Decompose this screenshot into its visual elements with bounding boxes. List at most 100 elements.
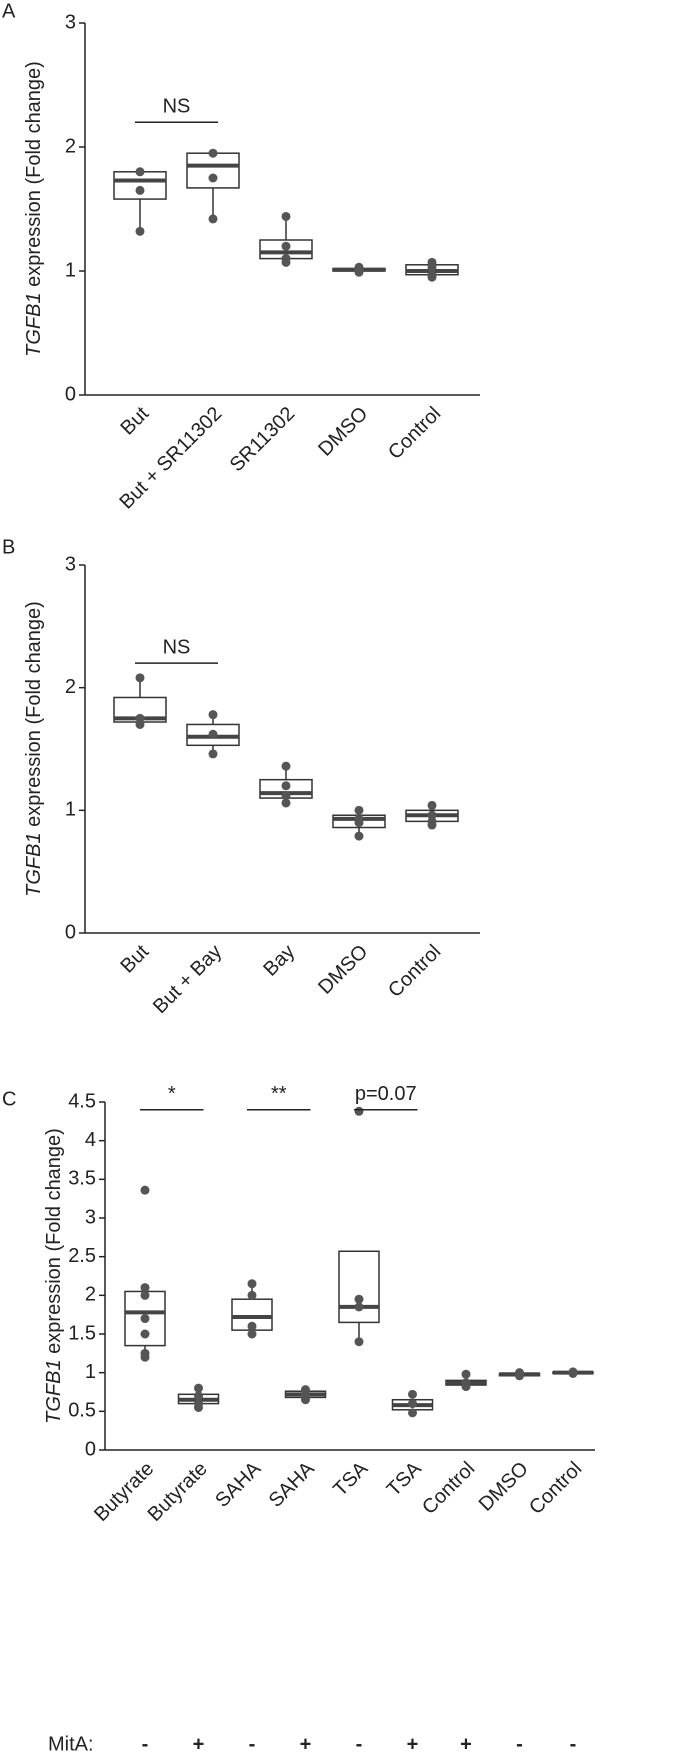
mita-label: + xyxy=(193,1733,205,1755)
mita-label: + xyxy=(300,1733,312,1755)
y-tick-label: 4.5 xyxy=(68,1090,96,1112)
y-tick-label: 0.5 xyxy=(68,1400,96,1422)
y-tick-label: 3 xyxy=(85,1206,96,1228)
data-point xyxy=(408,1408,417,1418)
data-point xyxy=(354,805,364,815)
y-axis-label: TGFB1 expression (Fold change) xyxy=(23,601,45,897)
data-point xyxy=(247,1290,257,1300)
y-tick-label: 2 xyxy=(65,676,76,698)
mita-label: - xyxy=(249,1733,256,1755)
x-tick-label: Butyrate xyxy=(144,1458,212,1526)
data-point xyxy=(354,1302,364,1312)
y-axis-label: TGFB1 expression (Fold change) xyxy=(23,61,45,357)
x-tick-label: TSA xyxy=(329,1457,373,1501)
data-point xyxy=(281,791,291,801)
y-axis-label-text: expression (Fold change) xyxy=(23,61,45,292)
data-point xyxy=(208,148,218,158)
box xyxy=(338,1250,380,1324)
data-point xyxy=(354,1294,364,1304)
y-tick-label: 2 xyxy=(65,135,76,157)
data-point xyxy=(301,1395,310,1405)
data-point xyxy=(135,185,145,195)
significance-label: ** xyxy=(271,1083,287,1105)
data-point xyxy=(208,214,218,224)
x-tick-label: Control xyxy=(418,1458,479,1519)
data-point xyxy=(208,729,218,739)
y-tick-label: 3.5 xyxy=(68,1168,96,1190)
significance-label: NS xyxy=(163,95,191,117)
data-point xyxy=(135,226,145,236)
data-point xyxy=(427,272,437,282)
y-tick-label: 4 xyxy=(85,1129,96,1151)
data-point xyxy=(247,1329,257,1339)
y-axis-label: TGFB1 expression (Fold change) xyxy=(43,1128,65,1424)
y-axis-label-gene: TGFB1 xyxy=(23,292,45,356)
y-tick-label: 2 xyxy=(85,1284,96,1306)
data-point xyxy=(427,820,437,830)
x-tick-label: Control xyxy=(384,941,445,1002)
data-point xyxy=(281,211,291,221)
x-tick-label: SR11302 xyxy=(226,403,299,476)
mita-label: + xyxy=(460,1733,472,1755)
y-tick-label: 0 xyxy=(65,921,76,943)
data-point xyxy=(208,749,218,759)
data-point xyxy=(247,1321,257,1331)
data-point xyxy=(281,798,291,808)
data-point xyxy=(461,1369,471,1379)
x-tick-label: DMSO xyxy=(314,941,372,999)
y-tick-label: 1 xyxy=(85,1361,96,1383)
mita-label: + xyxy=(407,1733,419,1755)
data-point xyxy=(354,1337,364,1347)
y-tick-label: 2.5 xyxy=(68,1245,96,1267)
y-tick-label: 1 xyxy=(65,259,76,281)
x-tick-label: Control xyxy=(525,1458,586,1519)
box xyxy=(186,152,240,189)
mita-label: - xyxy=(356,1733,363,1755)
mita-label: - xyxy=(570,1733,577,1755)
data-point xyxy=(140,1314,150,1324)
x-tick-label: But + Bay xyxy=(149,941,226,1018)
data-point xyxy=(461,1382,471,1392)
x-tick-label: But xyxy=(116,940,153,977)
data-point xyxy=(427,262,437,272)
mita-title: MitA: xyxy=(48,1733,94,1755)
significance-label: p=0.07 xyxy=(355,1083,417,1105)
x-tick-label: But xyxy=(116,402,153,439)
data-point xyxy=(281,761,291,771)
data-point xyxy=(194,1383,203,1393)
panel-label: A xyxy=(2,0,16,22)
data-point xyxy=(354,1106,364,1116)
data-point xyxy=(281,781,291,791)
data-point xyxy=(408,1399,417,1409)
y-tick-label: 0 xyxy=(65,383,76,405)
y-tick-label: 1 xyxy=(65,799,76,821)
x-tick-label: DMSO xyxy=(475,1458,533,1516)
mita-label: - xyxy=(516,1733,523,1755)
data-point xyxy=(281,257,291,267)
panel-label: B xyxy=(2,536,15,558)
x-tick-label: SAHA xyxy=(265,1457,320,1512)
y-tick-label: 1.5 xyxy=(68,1322,96,1344)
data-point xyxy=(247,1279,257,1289)
y-tick-label: 0 xyxy=(85,1438,96,1460)
data-point xyxy=(140,1185,150,1195)
data-point xyxy=(354,831,364,841)
data-point xyxy=(281,241,291,251)
y-axis-label-gene: TGFB1 xyxy=(23,832,45,896)
data-point xyxy=(194,1402,203,1412)
y-axis-label-gene: TGFB1 xyxy=(43,1359,65,1423)
significance-label: NS xyxy=(163,636,191,658)
panel-label: C xyxy=(2,1088,16,1110)
data-point xyxy=(408,1389,417,1399)
data-point xyxy=(427,800,437,810)
data-point xyxy=(515,1371,524,1381)
significance-label: * xyxy=(168,1083,176,1105)
data-point xyxy=(135,673,145,683)
y-tick-label: 3 xyxy=(65,553,76,575)
data-point xyxy=(140,1329,150,1339)
y-tick-label: 3 xyxy=(65,11,76,33)
data-point xyxy=(354,818,364,828)
x-tick-label: SAHA xyxy=(211,1457,266,1512)
